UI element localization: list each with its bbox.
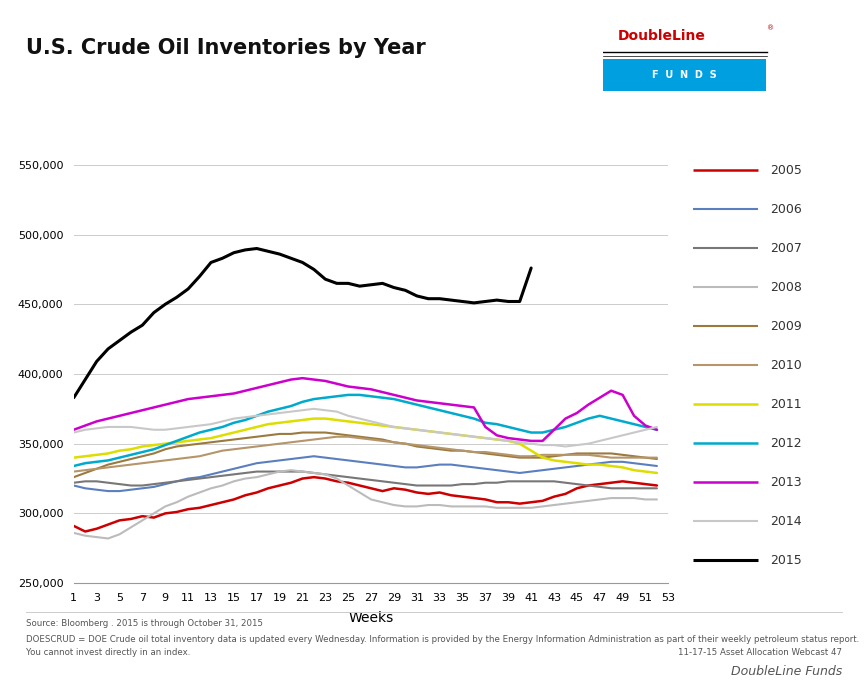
X-axis label: Weeks: Weeks <box>348 611 394 625</box>
Text: Source: Bloomberg . 2015 is through October 31, 2015: Source: Bloomberg . 2015 is through Octo… <box>26 619 263 628</box>
Text: DoubleLine Funds: DoubleLine Funds <box>731 665 842 678</box>
Text: 2008: 2008 <box>771 281 802 294</box>
Text: 2011: 2011 <box>771 398 802 411</box>
Text: 2012: 2012 <box>771 437 802 450</box>
Text: 2006: 2006 <box>771 203 802 216</box>
Text: 2010: 2010 <box>771 359 802 372</box>
Text: 2015: 2015 <box>771 554 802 567</box>
Text: DOESCRUD = DOE Crude oil total inventory data is updated every Wednesday. Inform: DOESCRUD = DOE Crude oil total inventory… <box>26 635 859 643</box>
Text: 2007: 2007 <box>771 242 802 255</box>
Text: You cannot invest directly in an index.: You cannot invest directly in an index. <box>26 648 190 657</box>
Text: F  U  N  D  S: F U N D S <box>652 70 717 80</box>
Text: 2013: 2013 <box>771 475 802 488</box>
Text: 2009: 2009 <box>771 320 802 333</box>
Text: 2005: 2005 <box>771 164 802 177</box>
Text: ®: ® <box>767 25 774 31</box>
Text: 11-17-15 Asset Allocation Webcast 47: 11-17-15 Asset Allocation Webcast 47 <box>678 648 842 657</box>
FancyBboxPatch shape <box>603 60 766 91</box>
Text: DoubleLine: DoubleLine <box>618 29 706 43</box>
Text: U.S. Crude Oil Inventories by Year: U.S. Crude Oil Inventories by Year <box>26 38 426 58</box>
Text: 2014: 2014 <box>771 514 802 528</box>
